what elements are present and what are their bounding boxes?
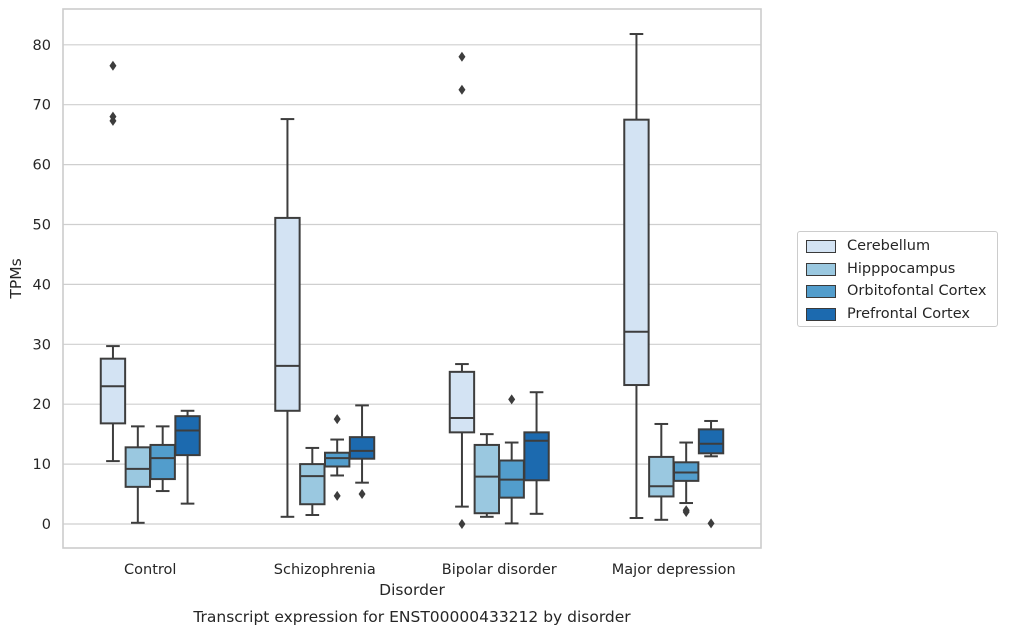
- y-tick-label-40: 40: [33, 277, 51, 293]
- y-tick-label-50: 50: [33, 218, 51, 234]
- box-cerebellum-bipolar-disorder-flier-1: [458, 84, 466, 95]
- x-axis-label: Disorder: [379, 581, 445, 599]
- legend-label-cerebellum: Cerebellum: [847, 238, 931, 254]
- plot-frame: [62, 8, 762, 549]
- box-cerebellum-bipolar-disorder-flier-0: [458, 519, 466, 529]
- box-orbitofontal-cortex-bipolar-disorder-flier-0: [508, 394, 516, 405]
- box-orbitofontal-cortex-major-depression-flier-1: [682, 505, 690, 516]
- box-hipppocampus-schizophrenia: [299, 463, 326, 506]
- y-tick-label-0: 0: [42, 517, 51, 533]
- y-tick-label-70: 70: [33, 98, 51, 114]
- legend-label-orbitofrontal-cortex: Orbitofontal Cortex: [847, 283, 987, 299]
- legend-label-prefrontal-cortex: Prefrontal Cortex: [847, 306, 970, 322]
- box-cerebellum-control-flier-1: [109, 111, 117, 122]
- y-tick-label-20: 20: [33, 397, 51, 413]
- box-cerebellum-major-depression: [623, 118, 650, 387]
- legend-label-hippocampus: Hipppocampus: [847, 261, 956, 277]
- box-cerebellum-bipolar-disorder-flier-2: [458, 51, 466, 62]
- box-prefrontal-cortex-control: [174, 415, 201, 457]
- legend-swatch-hippocampus: [806, 262, 836, 276]
- box-prefrontal-cortex-bipolar-disorder: [523, 431, 550, 482]
- y-axis-label: TPMs: [7, 258, 25, 299]
- box-orbitofontal-cortex-schizophrenia: [323, 451, 351, 468]
- box-prefrontal-cortex-schizophrenia-flier-0: [358, 489, 366, 500]
- box-hipppocampus-control: [124, 446, 152, 488]
- legend: Cerebellum Hipppocampus Orbitofontal Cor…: [797, 231, 998, 327]
- box-hipppocampus-major-depression: [648, 455, 675, 498]
- box-cerebellum-control: [99, 357, 127, 425]
- x-tick-label-schizophrenia: Schizophrenia: [274, 562, 376, 578]
- box-orbitofontal-cortex-schizophrenia-flier-0: [333, 490, 341, 501]
- box-cerebellum-schizophrenia: [274, 216, 301, 412]
- chart-caption: Transcript expression for ENST0000043321…: [192, 608, 631, 626]
- x-tick-label-control: Control: [124, 562, 176, 578]
- legend-item-prefrontal-cortex: Prefrontal Cortex: [806, 305, 970, 323]
- x-tick-label-bipolar-disorder: Bipolar disorder: [442, 562, 557, 578]
- box-orbitofontal-cortex-control: [149, 443, 176, 481]
- x-tick-label-major-depression: Major depression: [612, 562, 736, 578]
- y-tick-label-60: 60: [33, 158, 51, 174]
- legend-swatch-orbitofrontal-cortex: [806, 284, 836, 298]
- box-orbitofontal-cortex-schizophrenia-flier-1: [333, 414, 341, 425]
- box-prefrontal-cortex-major-depression: [697, 428, 725, 455]
- legend-swatch-cerebellum: [806, 239, 836, 253]
- y-tick-label-30: 30: [33, 337, 51, 353]
- legend-item-hippocampus: Hipppocampus: [806, 260, 955, 278]
- legend-item-orbitofrontal-cortex: Orbitofontal Cortex: [806, 282, 986, 300]
- y-tick-label-80: 80: [33, 38, 51, 54]
- box-cerebellum-control-flier-2: [109, 60, 117, 71]
- box-prefrontal-cortex-schizophrenia: [348, 436, 376, 460]
- box-cerebellum-bipolar-disorder: [448, 370, 476, 434]
- box-hipppocampus-bipolar-disorder: [473, 443, 501, 515]
- legend-swatch-prefrontal-cortex: [806, 307, 836, 321]
- box-prefrontal-cortex-major-depression-flier-0: [707, 518, 715, 529]
- legend-item-cerebellum: Cerebellum: [806, 237, 930, 255]
- y-tick-label-10: 10: [33, 457, 51, 473]
